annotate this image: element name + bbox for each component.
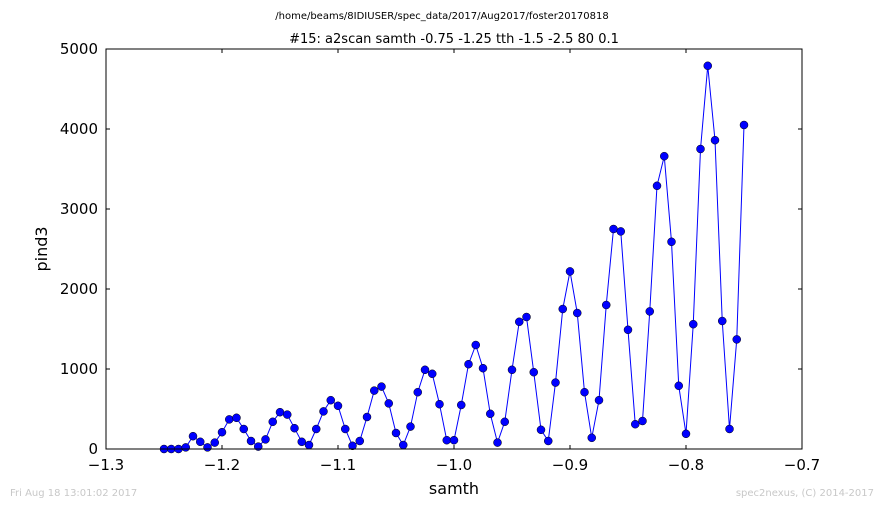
y-tick-label: 1000: [60, 360, 98, 378]
data-point: [703, 61, 712, 71]
data-point: [239, 424, 248, 434]
y-tick-label: 4000: [60, 120, 98, 138]
data-point: [696, 144, 705, 154]
y-tick-label: 3000: [60, 200, 98, 218]
footer-credit: spec2nexus, (C) 2014-2017: [735, 488, 874, 499]
data-point: [275, 407, 285, 417]
data-point: [478, 363, 488, 373]
data-point: [370, 386, 379, 395]
data-point: [638, 416, 647, 426]
data-point: [449, 435, 459, 445]
data-point: [406, 422, 415, 431]
data-point: [623, 325, 633, 335]
data-point: [500, 417, 509, 427]
y-tick-label: 5000: [60, 40, 98, 58]
data-point: [341, 424, 350, 434]
data-point: [602, 300, 611, 310]
data-point: [718, 316, 727, 326]
data-point: [631, 419, 640, 429]
data-point: [507, 365, 517, 375]
data-point: [413, 387, 422, 397]
data-point: [739, 120, 749, 130]
data-point: [529, 367, 538, 377]
data-point: [304, 440, 314, 450]
data-point: [391, 428, 401, 438]
data-point: [544, 436, 553, 446]
data-point: [587, 433, 596, 443]
data-point: [689, 319, 698, 329]
data-point: [522, 312, 531, 322]
chart-title: #15: a2scan samth -0.75 -1.25 tth -1.5 -…: [289, 32, 619, 47]
data-point: [667, 237, 676, 247]
data-point: [580, 387, 589, 397]
x-tick-label: −0.7: [784, 456, 820, 474]
data-point: [246, 436, 256, 446]
data-point: [377, 382, 386, 391]
data-point: [594, 395, 604, 405]
data-point: [261, 435, 270, 444]
data-point: [384, 399, 393, 408]
data-point: [420, 365, 430, 375]
x-axis-label: samth: [429, 479, 479, 498]
data-point: [333, 401, 343, 411]
data-point: [674, 381, 683, 391]
data-point: [210, 438, 219, 447]
data-point: [399, 440, 408, 450]
data-point: [268, 417, 277, 427]
series-line: [164, 65, 745, 450]
data-point: [232, 413, 241, 423]
data-point: [326, 395, 335, 405]
x-tick-label: −1.0: [436, 456, 472, 474]
data-point: [464, 359, 473, 369]
data-point: [565, 267, 575, 276]
data-point: [217, 427, 227, 437]
footer-timestamp: Fri Aug 18 13:01:02 2017: [10, 488, 138, 499]
data-point: [536, 425, 546, 435]
data-point: [652, 181, 662, 191]
x-tick-label: −1.2: [204, 456, 240, 474]
data-point: [493, 438, 502, 447]
data-point: [297, 437, 306, 447]
data-point: [319, 407, 328, 416]
y-tick-label: 2000: [60, 280, 98, 298]
data-point: [283, 410, 292, 419]
data-point: [558, 304, 567, 314]
y-tick-label: 0: [88, 440, 98, 458]
x-tick-label: −0.9: [552, 456, 588, 474]
data-point: [551, 378, 560, 387]
plot-frame: [105, 48, 803, 450]
data-point: [725, 424, 734, 434]
data-point: [486, 409, 495, 419]
data-point: [471, 340, 480, 350]
data-point: [181, 443, 190, 452]
data-point: [645, 307, 654, 316]
y-axis-label: pind3: [32, 226, 51, 271]
data-point: [710, 135, 720, 145]
data-point: [196, 437, 205, 447]
data-point: [442, 435, 451, 445]
x-tick-label: −0.8: [668, 456, 704, 474]
data-point: [312, 424, 321, 434]
data-point: [681, 429, 691, 439]
data-point: [435, 399, 444, 409]
x-tick-label: −1.3: [88, 456, 124, 474]
data-point: [355, 436, 364, 446]
data-point: [616, 227, 625, 236]
data-point: [573, 308, 582, 318]
data-point: [348, 441, 357, 451]
data-point: [203, 443, 212, 452]
data-point: [290, 423, 299, 433]
data-point: [428, 369, 437, 379]
x-tick-label: −1.1: [320, 456, 356, 474]
data-point: [457, 400, 466, 410]
data-point: [732, 335, 741, 344]
data-point: [609, 224, 618, 234]
data-point: [362, 412, 372, 422]
figure-suptitle: /home/beams/8IDIUSER/spec_data/2017/Aug2…: [275, 11, 609, 22]
data-point: [515, 317, 524, 327]
data-point: [225, 415, 234, 424]
data-point: [660, 151, 669, 161]
data-point: [188, 431, 198, 441]
